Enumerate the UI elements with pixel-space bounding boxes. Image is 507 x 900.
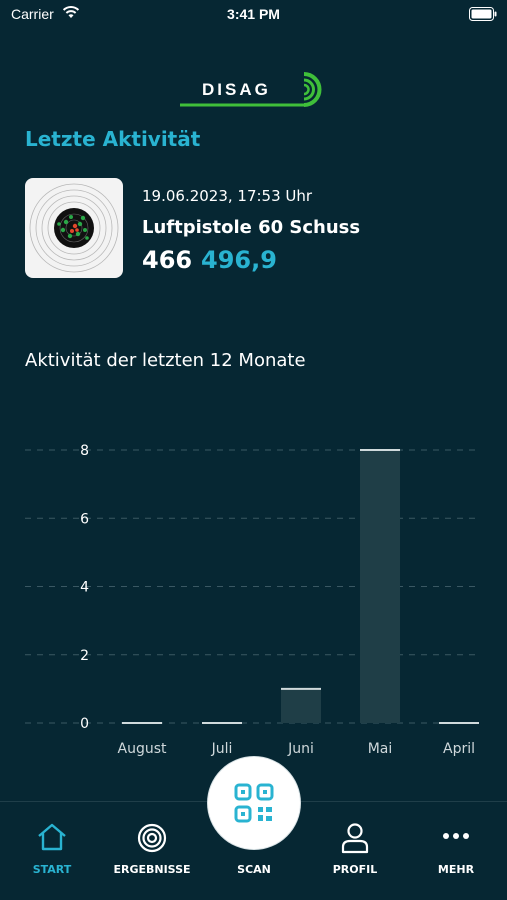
tab-ergebnisse[interactable]: ERGEBNISSE [102, 802, 202, 900]
y-tick-label: 0 [80, 716, 89, 732]
battery-icon [469, 7, 497, 21]
activity-score-decimal: 496,9 [201, 246, 277, 274]
y-tick-label: 8 [80, 443, 89, 459]
tab-scan[interactable]: SCAN [204, 802, 304, 900]
x-tick-label: August [118, 741, 168, 757]
bar-juni[interactable] [281, 688, 321, 723]
chart-title: Aktivität der letzten 12 Monate [25, 350, 306, 371]
status-time: 3:41 PM [227, 6, 280, 22]
tab-label-mehr: MEHR [437, 863, 475, 876]
y-tick-label: 6 [80, 511, 89, 527]
user-icon [341, 823, 369, 854]
last-activity-card[interactable]: 19.06.2023, 17:53 Uhr Luftpistole 60 Sch… [25, 178, 495, 280]
logo-text: DISAG [202, 80, 271, 99]
y-tick-label: 4 [80, 580, 89, 596]
x-tick-label: Mai [368, 741, 393, 757]
x-tick-label: Juni [287, 741, 314, 757]
bar-cap-mai [360, 449, 400, 451]
disag-logo: DISAG [180, 72, 322, 107]
x-tick-label: Juli [211, 741, 233, 757]
tab-label-profil: PROFIL [332, 863, 378, 876]
wifi-icon [62, 6, 80, 18]
carrier-label: Carrier [11, 6, 54, 22]
bar-cap-august [122, 722, 162, 724]
bar-cap-juni [281, 687, 321, 690]
last-activity-title: Letzte Aktivität [25, 127, 201, 151]
tab-label-ergebnisse: ERGEBNISSE [113, 863, 191, 876]
target-image [29, 183, 119, 273]
x-tick-label: April [443, 741, 475, 757]
home-icon [38, 823, 66, 851]
tab-start[interactable]: START [2, 802, 102, 900]
activity-score: 466 [142, 246, 193, 274]
tab-mehr[interactable]: MEHR [406, 802, 506, 900]
more-dots-icon [443, 833, 469, 839]
tab-label-scan: SCAN [237, 863, 271, 876]
scan-button[interactable] [208, 757, 300, 849]
y-tick-label: 2 [80, 648, 89, 664]
activity-discipline: Luftpistole 60 Schuss [142, 217, 361, 238]
tab-label-start: START [32, 863, 72, 876]
qr-code-icon [234, 783, 274, 823]
status-bar: Carrier 3:41 PM [0, 0, 507, 30]
tab-profil[interactable]: PROFIL [305, 802, 405, 900]
target-icon [137, 823, 167, 853]
bar-cap-juli [202, 722, 242, 724]
bar-cap-april [439, 722, 479, 724]
activity-date: 19.06.2023, 17:53 Uhr [142, 187, 313, 205]
target-thumbnail [25, 178, 123, 278]
bar-mai[interactable] [360, 450, 400, 723]
activity-bar-chart: 0 2 4 6 8 August Juli Juni Mai April [25, 443, 479, 757]
